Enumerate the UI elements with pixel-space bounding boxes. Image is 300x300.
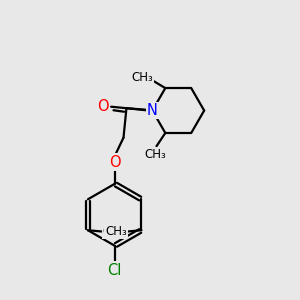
Text: N: N bbox=[147, 103, 158, 118]
Text: CH₃: CH₃ bbox=[103, 225, 124, 238]
Text: CH₃: CH₃ bbox=[105, 225, 127, 238]
Text: Cl: Cl bbox=[107, 262, 122, 278]
Text: CH₃: CH₃ bbox=[131, 71, 153, 84]
Text: O: O bbox=[97, 99, 109, 114]
Text: N: N bbox=[147, 103, 158, 118]
Text: CH₃: CH₃ bbox=[144, 148, 166, 161]
Text: O: O bbox=[109, 154, 121, 169]
